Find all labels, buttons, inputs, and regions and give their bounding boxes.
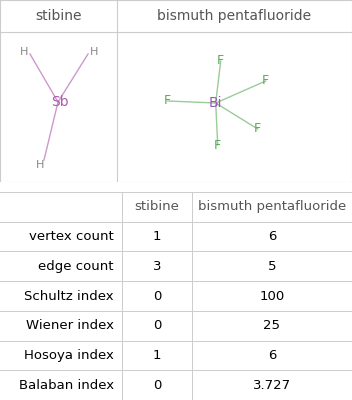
Text: H: H bbox=[20, 47, 28, 57]
Text: H: H bbox=[36, 160, 44, 170]
Text: 0: 0 bbox=[153, 290, 161, 302]
Text: bismuth pentafluoride: bismuth pentafluoride bbox=[198, 200, 346, 213]
Text: 1: 1 bbox=[153, 230, 161, 243]
Text: F: F bbox=[164, 94, 171, 108]
Text: 0: 0 bbox=[153, 319, 161, 332]
Text: 3.727: 3.727 bbox=[253, 379, 291, 392]
Text: 100: 100 bbox=[259, 290, 285, 302]
Text: edge count: edge count bbox=[38, 260, 114, 273]
Text: 6: 6 bbox=[268, 230, 276, 243]
Text: Wiener index: Wiener index bbox=[26, 319, 114, 332]
Text: stibine: stibine bbox=[35, 9, 82, 23]
Text: 25: 25 bbox=[264, 319, 281, 332]
Text: H: H bbox=[90, 47, 98, 57]
Text: F: F bbox=[262, 74, 269, 88]
Text: Hosoya index: Hosoya index bbox=[24, 349, 114, 362]
Text: 0: 0 bbox=[153, 379, 161, 392]
Text: Sb: Sb bbox=[51, 95, 69, 109]
Text: 1: 1 bbox=[153, 349, 161, 362]
Text: 3: 3 bbox=[153, 260, 161, 273]
Text: Schultz index: Schultz index bbox=[24, 290, 114, 302]
Text: Bi: Bi bbox=[209, 96, 222, 110]
Text: stibine: stibine bbox=[134, 200, 180, 213]
Text: Balaban index: Balaban index bbox=[19, 379, 114, 392]
Text: vertex count: vertex count bbox=[29, 230, 114, 243]
Text: F: F bbox=[217, 54, 224, 68]
Text: 6: 6 bbox=[268, 349, 276, 362]
Text: bismuth pentafluoride: bismuth pentafluoride bbox=[157, 9, 312, 23]
Text: F: F bbox=[254, 122, 261, 136]
Text: F: F bbox=[214, 138, 221, 152]
Text: 5: 5 bbox=[268, 260, 276, 273]
